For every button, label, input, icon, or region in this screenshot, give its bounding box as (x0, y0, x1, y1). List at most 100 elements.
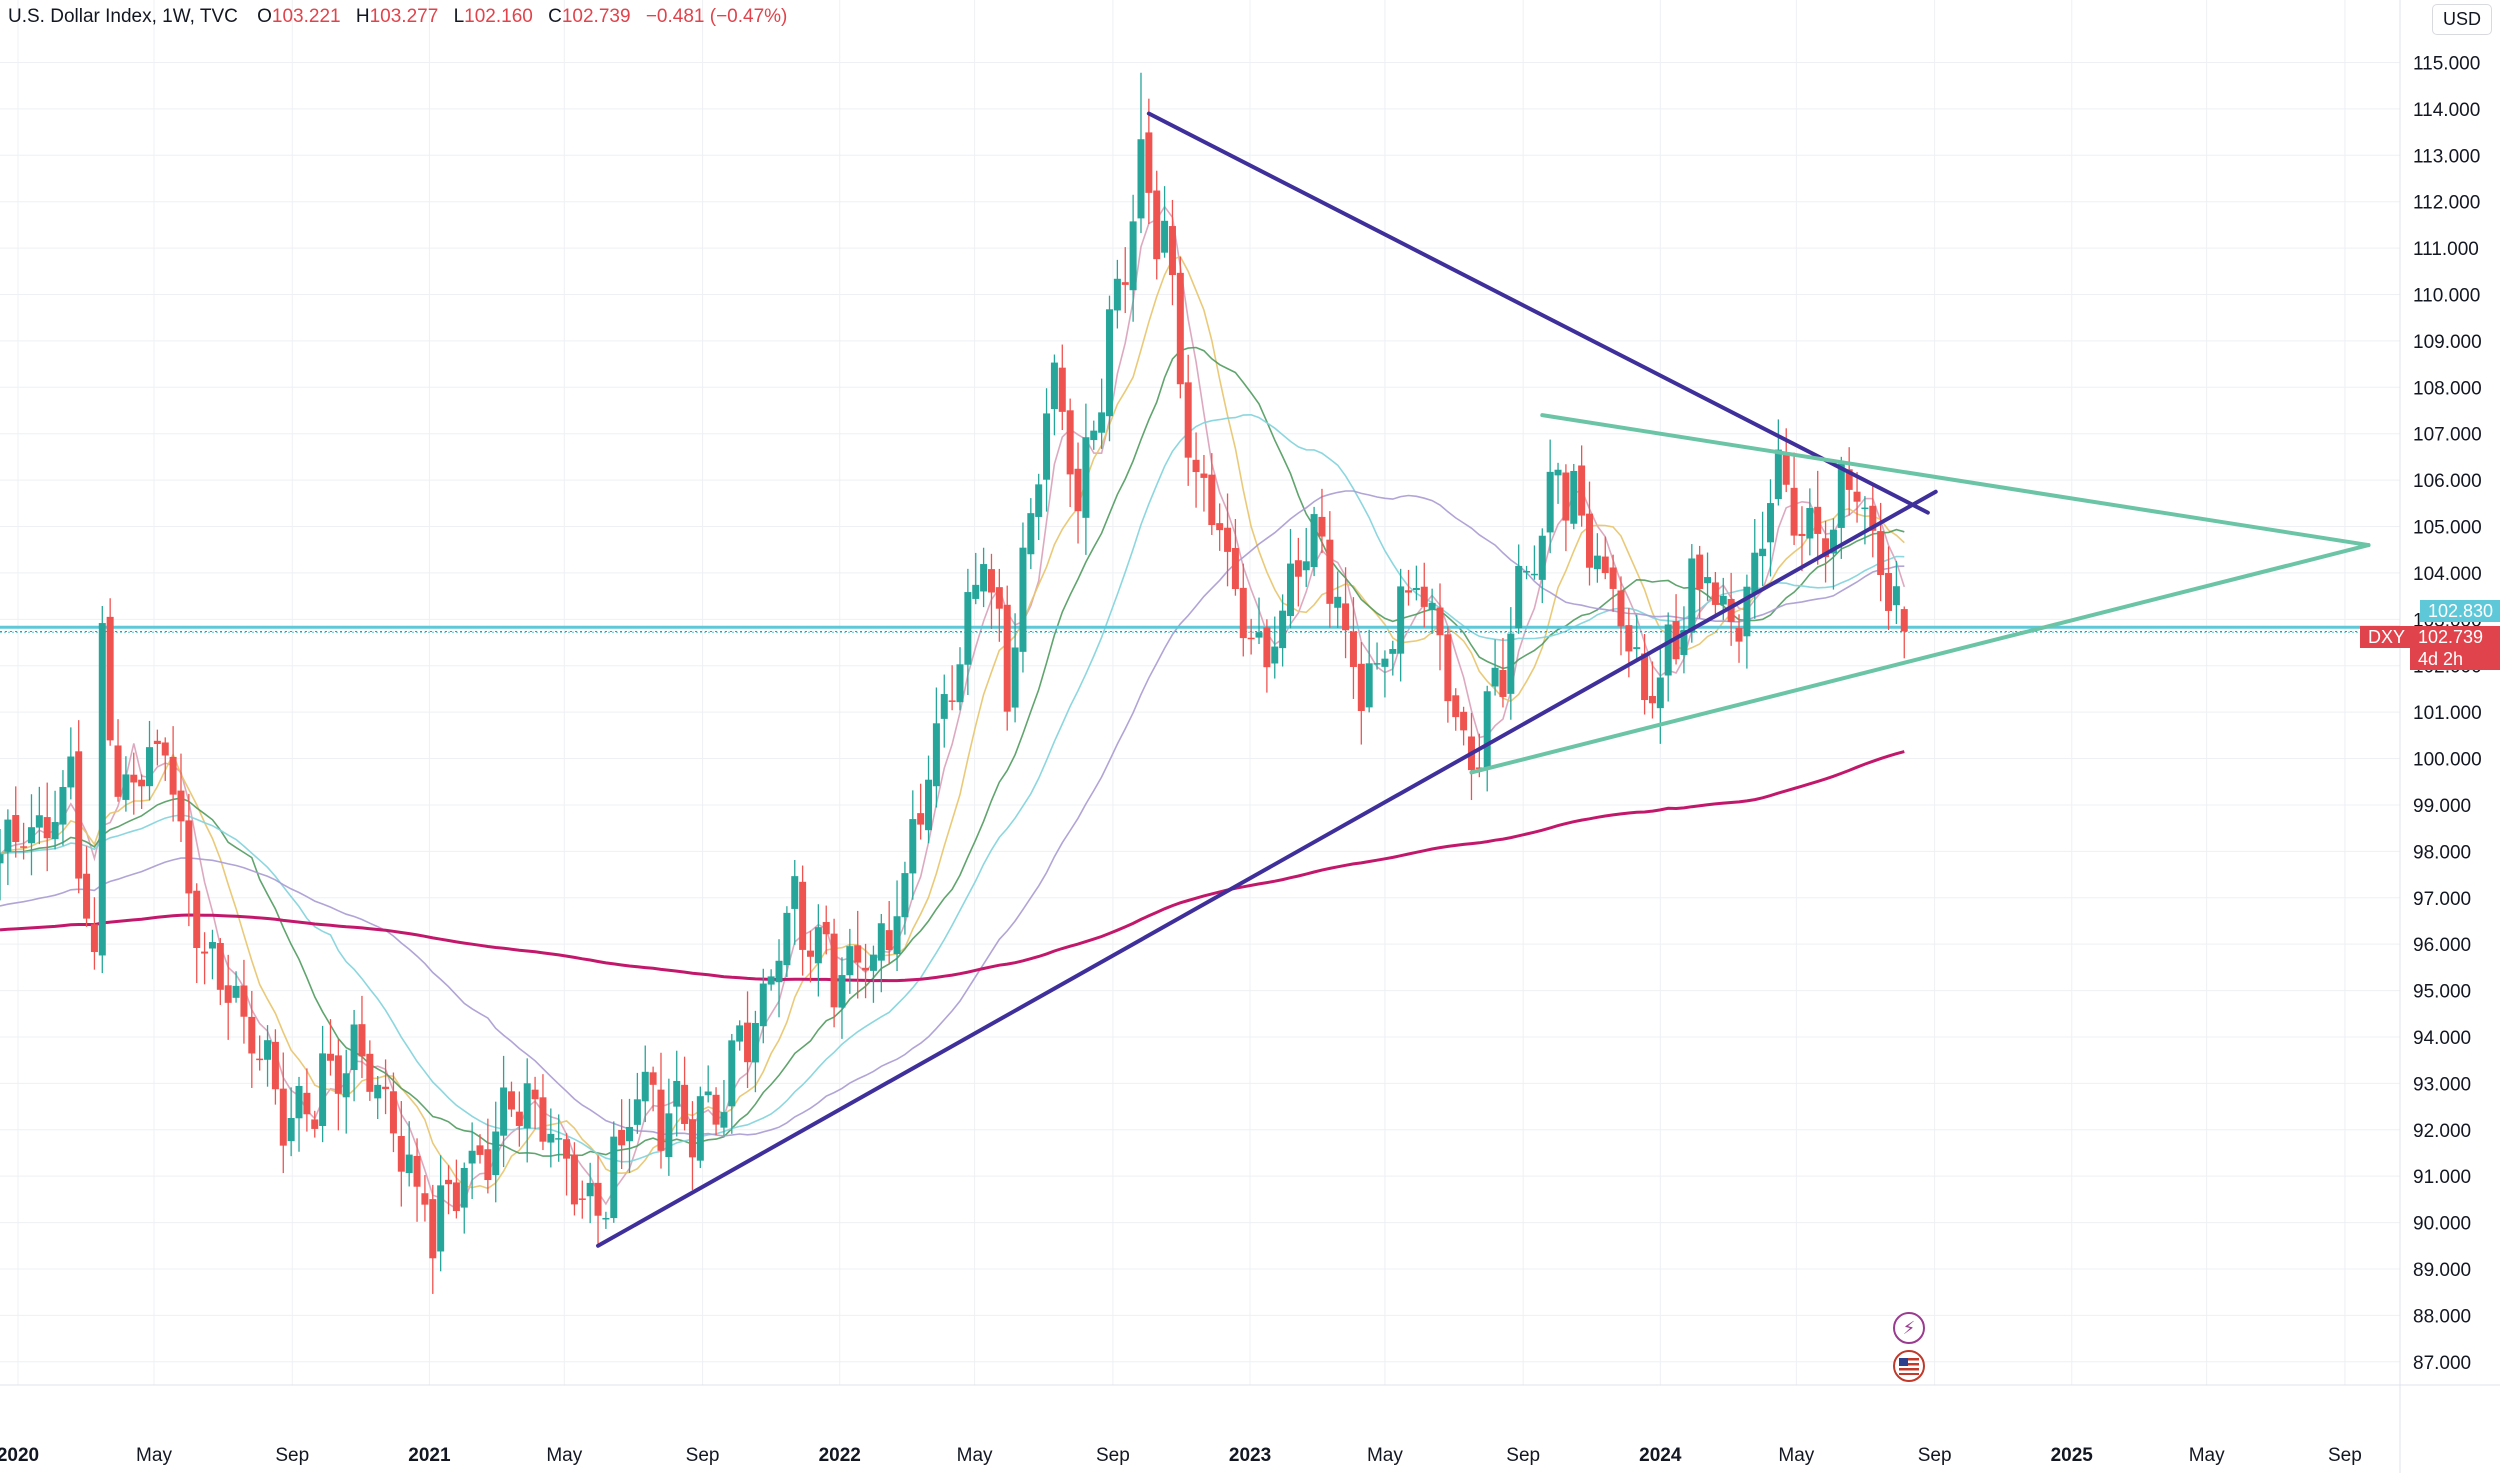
candle-body (1216, 523, 1224, 531)
candle-body (1255, 632, 1263, 638)
candle-body (326, 1053, 334, 1061)
ascending-support (596, 489, 1938, 1248)
candle-body (1373, 663, 1381, 665)
y-tick-label: 115.000 (2413, 53, 2480, 74)
candle-body (1286, 563, 1294, 617)
candle-body (1664, 624, 1672, 676)
candle-body (35, 815, 43, 828)
candle-body (1680, 629, 1688, 655)
candle-body (767, 976, 775, 985)
candle-body (138, 779, 146, 787)
us-flag-icon[interactable] (1893, 1350, 1925, 1382)
candle-body (578, 1198, 586, 1200)
x-tick-label: May (546, 1445, 582, 1466)
candle-body (27, 827, 35, 844)
candle-body (775, 960, 783, 983)
candle-body (1342, 603, 1350, 631)
y-tick-label: 113.000 (2413, 146, 2480, 167)
candle-body (161, 742, 169, 756)
flash-icon[interactable]: ⚡ (1893, 1312, 1925, 1344)
candle-body (1546, 471, 1554, 533)
candle-body (1106, 309, 1114, 417)
candle-body (814, 927, 822, 964)
candle-body (704, 1091, 712, 1096)
candle-body (799, 881, 807, 950)
candle-body (83, 873, 91, 919)
candle-body (1452, 695, 1460, 718)
candle-body (382, 1086, 390, 1090)
x-tick-label: May (1778, 1445, 1814, 1466)
candle-body (20, 846, 28, 848)
x-tick-label: Sep (2328, 1445, 2362, 1466)
candle-body (1704, 577, 1712, 584)
candle-body (1530, 573, 1538, 576)
candle-body (1641, 653, 1649, 701)
candle-body (1593, 555, 1601, 570)
candle-body (1570, 470, 1578, 524)
candle-body (1168, 226, 1176, 276)
candle-body (1829, 529, 1837, 554)
x-tick-label: Sep (1918, 1445, 1952, 1466)
candle-body (570, 1154, 578, 1205)
candle-body (948, 700, 956, 702)
candle-body (201, 951, 209, 954)
candle-body (681, 1084, 689, 1124)
candle-body (1334, 596, 1342, 608)
candle-body (146, 747, 154, 787)
candle-body (1192, 459, 1200, 473)
candle-body (492, 1131, 500, 1176)
candle-body (1161, 220, 1169, 253)
ma-50 (0, 490, 1905, 1137)
x-tick-label: Sep (1506, 1445, 1540, 1466)
x-tick-label: May (2189, 1445, 2225, 1466)
candle-body (877, 923, 885, 961)
candle-body (1428, 602, 1436, 611)
candle-body (846, 946, 854, 976)
y-tick-label: 109.000 (2413, 332, 2482, 353)
candle-body (1058, 367, 1066, 412)
candle-body (224, 985, 232, 1003)
y-tick-label: 114.000 (2413, 100, 2480, 121)
x-tick-label: May (1367, 1445, 1403, 1466)
candle-body (1790, 487, 1798, 536)
candle-body (1475, 767, 1483, 769)
candle-body (1436, 607, 1444, 636)
candle-body (1113, 278, 1121, 311)
candle-body (956, 664, 964, 703)
candle-body (12, 815, 20, 842)
candle-body (1279, 610, 1287, 649)
candle-body (1877, 531, 1885, 576)
candle-body (43, 817, 51, 839)
y-tick-label: 99.000 (2413, 796, 2471, 817)
candle-body (1861, 507, 1869, 510)
currency-button[interactable]: USD (2431, 4, 2492, 35)
candle-body (523, 1083, 531, 1129)
y-tick-label: 110.000 (2413, 286, 2480, 307)
candle-body (626, 1126, 634, 1142)
close-label: C (548, 6, 562, 27)
candle-body (862, 967, 870, 971)
candle-body (0, 854, 4, 864)
candle-body (1208, 474, 1216, 526)
ticker-tag: DXY (2360, 626, 2416, 648)
candle-body (1420, 586, 1428, 607)
candle-body (869, 954, 877, 971)
candle-body (696, 1096, 704, 1161)
candle-body (1900, 609, 1908, 632)
candle-body (618, 1129, 626, 1146)
candle-body (350, 1024, 358, 1071)
candle-body (594, 1182, 602, 1216)
candle-body (1735, 627, 1743, 642)
candle-body (1727, 598, 1735, 622)
candle-body (1365, 663, 1373, 708)
candle-body (193, 890, 201, 949)
candle-body (389, 1091, 397, 1134)
candle-body (1137, 139, 1145, 219)
candle-body (374, 1084, 382, 1099)
candle-body (1892, 586, 1900, 606)
y-tick-label: 106.000 (2413, 471, 2482, 492)
candle-body (995, 587, 1003, 609)
candle-body (122, 774, 130, 800)
x-tick-label: May (136, 1445, 172, 1466)
